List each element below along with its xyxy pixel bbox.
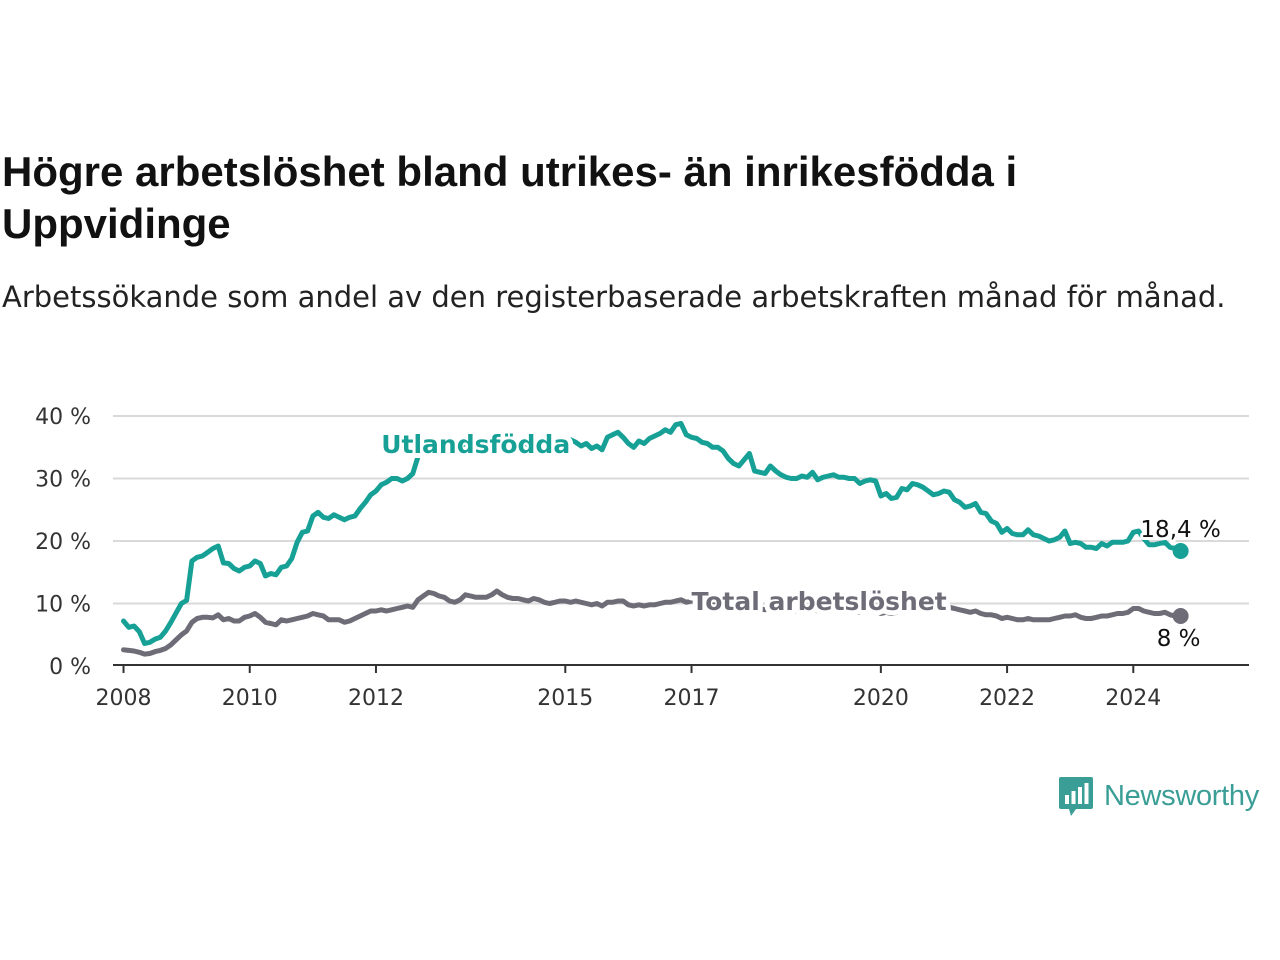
x-tick-label: 2022 [979,686,1035,711]
x-tick-label: 2020 [853,686,909,711]
series-labels: Utlandsfödda 18,4 % Total arbetslöshet 8 % [376,425,1224,655]
x-tick-label: 2017 [664,686,720,711]
end-point-total-arbetsl-shet [1172,608,1189,624]
series-label-total-arbetsl-shet: Total arbetslöshet [692,587,947,616]
y-tick-label: 40 % [35,405,91,430]
x-axis-ticks: 2008 2010 2012 2015 2017 2020 2022 2024 [96,665,1161,711]
line-chart: 0 % 10 % 20 % 30 % 40 % 2008 2010 2012 2015 2017… [35,405,1249,711]
series-line-utlandsf-dda [121,421,1184,646]
y-tick-label: 30 % [35,468,91,493]
y-tick-label: 10 % [35,593,91,618]
series-lines [121,421,1189,657]
x-tick-label: 2010 [222,686,278,711]
x-tick-label: 2008 [96,686,152,711]
bar-chart-speech-bubble-icon [1059,777,1093,816]
brand-name: Newsworthy [1104,779,1259,812]
y-axis-ticks: 0 % 10 % 20 % 30 % 40 % [35,405,91,680]
end-value-label-total-arbetsl-shet: 8 % [1157,626,1201,652]
chart-title: Högre arbetslöshet bland utrikes- än inr… [2,148,1018,247]
end-point-utlandsf-dda [1172,543,1189,559]
x-tick-label: 2012 [348,686,404,711]
x-tick-label: 2015 [537,686,593,711]
x-tick-label: 2024 [1105,686,1161,711]
series-line-total-arbetsl-shet [121,588,1184,657]
chart-subtitle: Arbetssökande som andel av den registerb… [2,280,1226,314]
series-label-utlandsf-dda: Utlandsfödda [381,430,570,459]
grid-lines [113,415,1249,605]
y-tick-label: 0 % [49,655,91,680]
end-value-label-utlandsf-dda: 18,4 % [1140,517,1220,543]
y-tick-label: 20 % [35,530,91,555]
newsworthy-logo: Newsworthy [1058,774,1259,818]
